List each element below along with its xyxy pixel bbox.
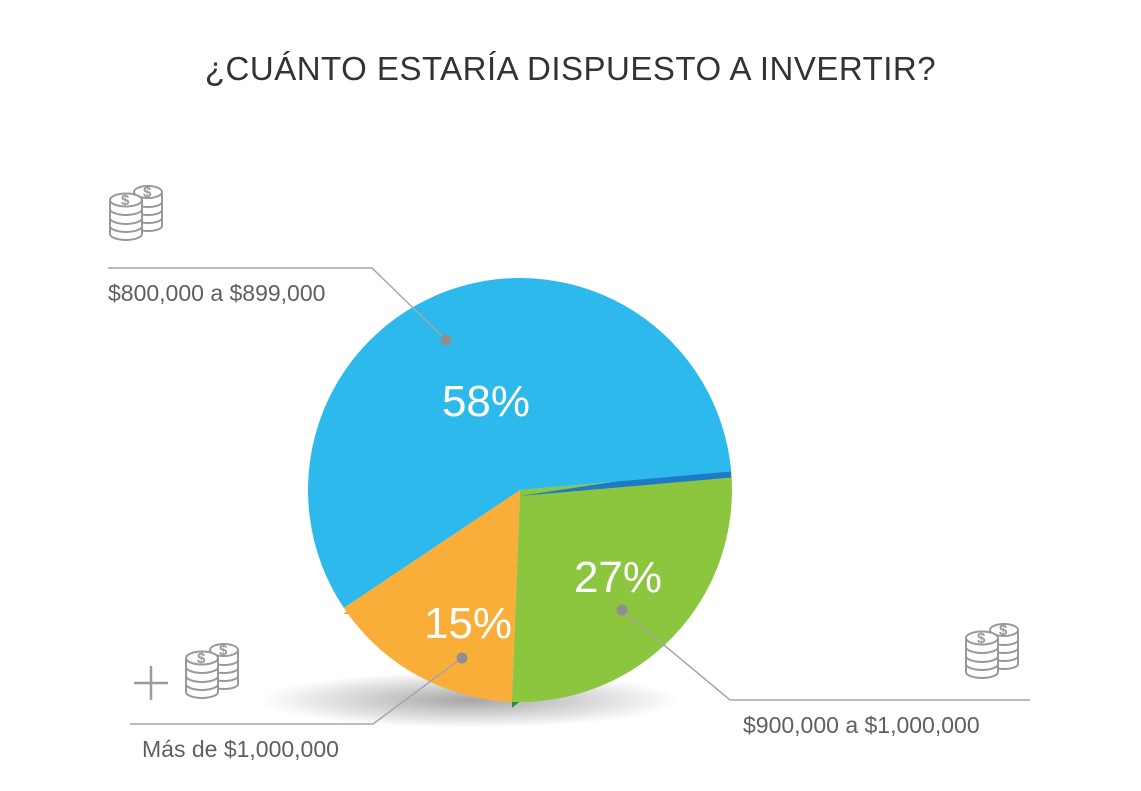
dot-800k [440, 334, 452, 346]
legend-label-900k: $900,000 a $1,000,000 [743, 712, 980, 738]
coin-stack-icon [109, 183, 163, 241]
pie-group: 27% 15% 58% [308, 278, 732, 708]
legend-label-1m: Más de $1,000,000 [142, 736, 339, 762]
leader-lines [108, 267, 1030, 725]
pie-slice-900k [511, 471, 732, 702]
slice-percent-900k: 27% [574, 553, 662, 602]
legend-label-800k: $800,000 a $899,000 [108, 280, 326, 306]
slice-percent-1m: 15% [424, 599, 512, 648]
leader-line-800k [108, 267, 447, 341]
plus-icon [134, 666, 168, 700]
pie-slice-800k [308, 278, 732, 608]
coin-stack-icon [965, 621, 1019, 679]
dot-900k [616, 604, 628, 616]
coin-stack-icon [185, 641, 239, 699]
dot-1m [456, 652, 468, 664]
leader-line-900k [621, 609, 1030, 701]
leader-line-1m [130, 657, 463, 725]
slice-percent-800k: 58% [442, 377, 530, 426]
chart-title: ¿CUÁNTO ESTARÍA DISPUESTO A INVERTIR? [204, 50, 937, 87]
pie-slice-1m [343, 490, 520, 702]
leader-dots [440, 334, 628, 664]
